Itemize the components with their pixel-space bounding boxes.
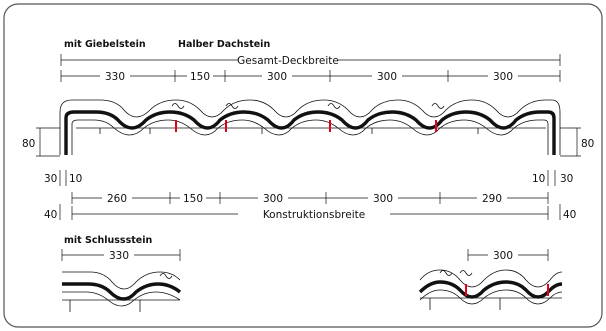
right-height-label: 80: [581, 138, 594, 150]
left-40-label: 40: [44, 209, 57, 221]
frame: [3, 3, 603, 328]
top-dim-5: 300: [493, 71, 513, 83]
label-gable: mit Giebelstein: [64, 39, 146, 50]
construction-width-dimension: Konstruktionsbreite 40 40: [44, 204, 576, 221]
right-10-label: 10: [532, 173, 545, 185]
right-30-label: 30: [560, 173, 573, 185]
top-dim-1: 330: [105, 71, 125, 83]
end-right-dim-label: 300: [493, 250, 513, 262]
left-height-dimension: 80: [22, 127, 60, 157]
left-10-label: 10: [69, 173, 82, 185]
bottom-dim-4: 300: [373, 193, 393, 205]
end-right-dimension: 300: [467, 248, 549, 262]
bottom-dim-1: 260: [107, 193, 127, 205]
right-offset-dimensions: 10 30: [532, 170, 573, 186]
label-half: Halber Dachstein: [178, 39, 270, 50]
end-left-dim-label: 330: [109, 250, 129, 262]
end-left-dimension: 330: [61, 248, 181, 262]
left-height-label: 80: [22, 138, 35, 150]
bottom-dim-2: 150: [183, 193, 203, 205]
bottom-segment-dimensions: 260 150 300 300 290: [71, 191, 549, 205]
bottom-dim-3: 300: [263, 193, 283, 205]
right-40-label: 40: [563, 209, 576, 221]
label-end-stone: mit Schlussstein: [64, 235, 152, 246]
top-dim-2: 150: [190, 71, 210, 83]
total-width-dimension: Gesamt-Deckbreite: [60, 54, 561, 67]
left-30-label: 30: [44, 173, 57, 185]
bottom-dim-5: 290: [482, 193, 502, 205]
left-offset-dimensions: 30 10: [44, 170, 82, 186]
end-right-tile-section: [418, 269, 563, 310]
total-width-label: Gesamt-Deckbreite: [237, 55, 339, 67]
end-left-tile-section: [62, 271, 182, 312]
top-segment-dimensions: 330 150 300 300 300: [60, 69, 561, 83]
top-dim-4: 300: [377, 71, 397, 83]
right-height-dimension: 80: [560, 127, 594, 157]
construction-width-label: Konstruktionsbreite: [263, 209, 365, 221]
main-tile-section: [59, 99, 561, 155]
top-dim-3: 300: [267, 71, 287, 83]
